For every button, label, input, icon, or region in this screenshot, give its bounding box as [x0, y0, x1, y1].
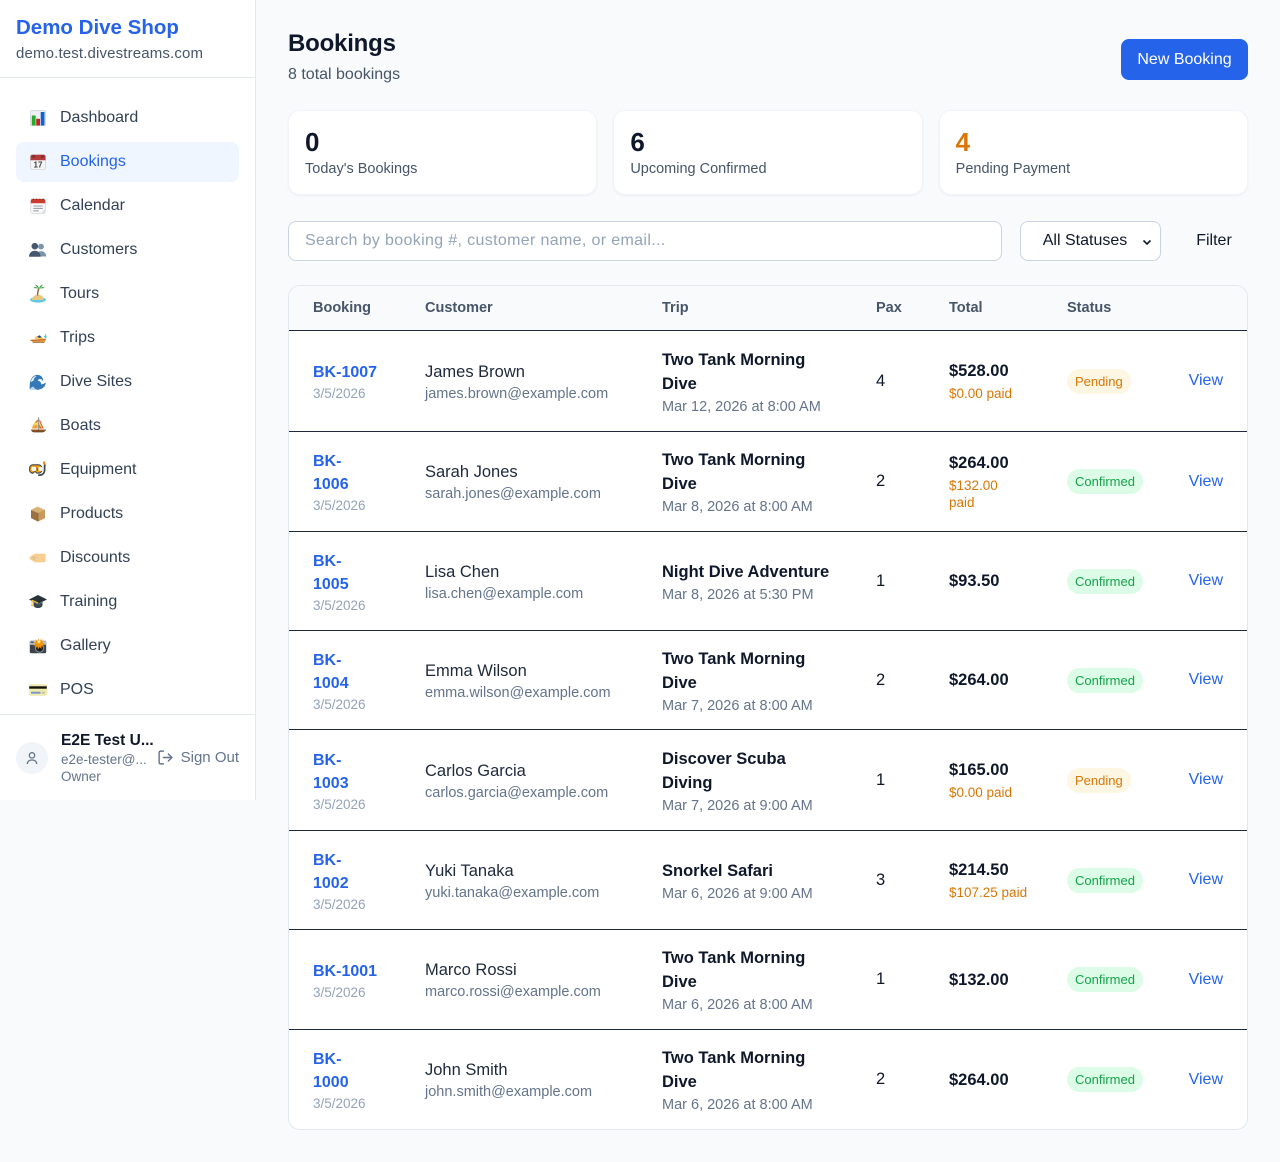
svg-text:17: 17: [34, 161, 43, 170]
